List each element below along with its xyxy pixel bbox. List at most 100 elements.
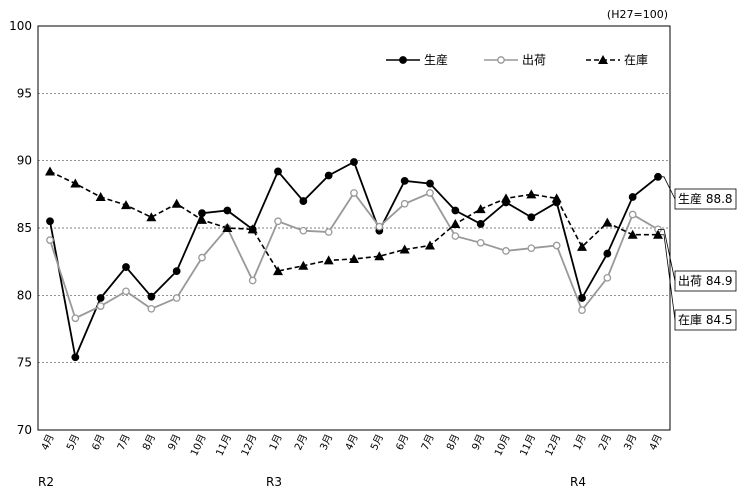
x-tick-label: 6月 xyxy=(394,432,412,452)
era-label: R2 xyxy=(38,475,54,489)
data-point xyxy=(577,241,587,251)
legend-label: 出荷 xyxy=(522,53,546,67)
callout-box xyxy=(674,270,737,292)
data-point xyxy=(46,236,54,244)
legend-item: 生産 xyxy=(386,52,448,67)
x-tick-label: 3月 xyxy=(622,432,640,452)
data-point xyxy=(122,287,130,296)
data-point xyxy=(198,253,206,262)
x-tick-label: 2月 xyxy=(596,432,614,452)
grid xyxy=(38,92,670,364)
data-point xyxy=(425,240,435,250)
data-point xyxy=(502,247,510,255)
x-tick-label: 2月 xyxy=(292,432,310,452)
data-point xyxy=(374,251,385,261)
data-point xyxy=(121,200,131,210)
era-label: R4 xyxy=(570,475,586,489)
series-2 xyxy=(45,166,663,276)
data-point xyxy=(628,210,637,219)
data-point xyxy=(527,244,536,253)
data-point xyxy=(171,198,182,208)
data-point xyxy=(147,292,156,301)
data-point xyxy=(222,223,233,232)
data-point xyxy=(350,189,358,197)
data-point xyxy=(274,217,282,226)
legend-label: 生産 xyxy=(424,52,448,67)
x-tick-label: 4月 xyxy=(647,432,665,452)
y-tick-label: 95 xyxy=(17,86,32,100)
y-tick-label: 70 xyxy=(17,423,32,437)
end-label-2: 在庫 84.5 xyxy=(658,234,737,331)
data-point xyxy=(248,276,257,285)
data-point xyxy=(501,193,511,203)
data-point xyxy=(475,204,486,214)
data-point xyxy=(375,222,384,231)
data-point xyxy=(96,294,105,302)
data-point xyxy=(95,192,106,202)
data-point xyxy=(46,217,54,226)
end-label-text: 生産 88.8 xyxy=(678,191,733,206)
data-point xyxy=(578,306,586,314)
legend: 生産 出荷 在庫 xyxy=(386,52,648,67)
data-point xyxy=(627,229,638,239)
data-point xyxy=(299,226,308,235)
x-tick-label: 9月 xyxy=(470,432,488,452)
data-point xyxy=(172,267,181,275)
x-axis: 4月 5月 6月 7月 8月 9月 10月 11月 12月 1月 2月 3月 4月 5月 6月 7月 8月 9月 1… xyxy=(39,432,665,458)
x-tick-label: 11月 xyxy=(214,432,234,458)
x-tick-label: 10月 xyxy=(188,432,208,458)
x-tick-label: 4月 xyxy=(343,432,361,452)
end-labels: 生産 88.8 出荷 84.9 在庫 84.5 xyxy=(658,176,737,331)
legend-marker xyxy=(399,56,407,64)
data-point xyxy=(603,273,612,282)
data-point xyxy=(324,171,333,180)
data-point xyxy=(96,302,105,310)
x-tick-label: 6月 xyxy=(90,432,108,452)
y-axis: 70 75 80 85 90 95 100 xyxy=(9,19,32,437)
legend-item: 出荷 xyxy=(484,53,546,67)
data-point xyxy=(476,220,485,228)
x-tick-label: 5月 xyxy=(368,432,386,452)
data-point xyxy=(122,263,130,271)
series-group xyxy=(45,158,663,362)
end-label-text: 在庫 84.5 xyxy=(678,313,733,327)
data-point xyxy=(247,224,258,234)
x-tick-label: 1月 xyxy=(267,432,285,452)
data-point xyxy=(324,228,333,236)
data-point xyxy=(274,167,282,176)
data-point xyxy=(298,260,309,270)
data-point xyxy=(71,353,80,362)
y-tick-label: 75 xyxy=(17,356,32,370)
data-point xyxy=(426,189,434,197)
end-label-0: 生産 88.8 xyxy=(658,176,737,210)
data-point xyxy=(172,294,181,302)
x-tick-label: 12月 xyxy=(543,432,563,458)
data-point xyxy=(527,213,536,222)
data-point xyxy=(71,314,80,323)
x-tick-label: 3月 xyxy=(318,432,336,452)
y-tick-label: 80 xyxy=(17,288,32,302)
data-point xyxy=(578,294,586,302)
end-label-text: 出荷 84.9 xyxy=(678,274,733,288)
data-point xyxy=(147,304,156,313)
data-point xyxy=(45,166,55,176)
legend-marker xyxy=(497,56,505,64)
end-label-1: 出荷 84.9 xyxy=(658,228,737,292)
x-tick-label: 7月 xyxy=(419,432,437,452)
data-point xyxy=(273,266,283,276)
callout-line xyxy=(658,176,676,200)
plot-frame xyxy=(37,25,671,431)
legend-marker xyxy=(598,55,608,64)
data-point xyxy=(197,214,207,224)
data-point xyxy=(426,179,434,188)
data-point xyxy=(399,244,410,254)
data-point xyxy=(70,178,81,188)
data-point xyxy=(400,176,409,185)
x-tick-label: 9月 xyxy=(166,432,184,452)
legend-item: 在庫 xyxy=(586,53,648,67)
callout-box xyxy=(674,188,737,210)
x-tick-label: 8月 xyxy=(140,432,158,452)
unit-note: (H27=100) xyxy=(607,8,668,21)
data-point xyxy=(476,238,485,247)
